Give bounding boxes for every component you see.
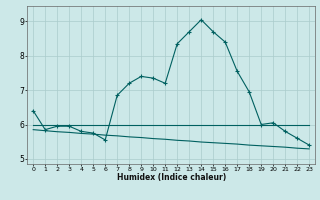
X-axis label: Humidex (Indice chaleur): Humidex (Indice chaleur) — [116, 173, 226, 182]
